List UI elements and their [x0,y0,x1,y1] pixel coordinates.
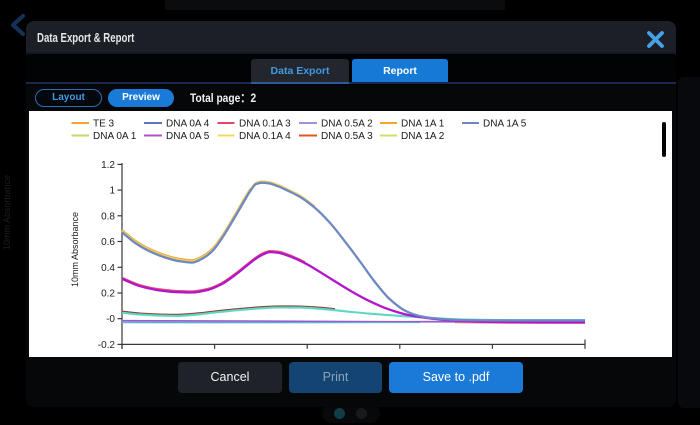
svg-text:DNA 0A 1: DNA 0A 1 [93,131,137,142]
svg-text:-0.2: -0.2 [98,340,116,351]
svg-text:DNA 0A 5: DNA 0A 5 [166,131,210,142]
svg-text:0.2: 0.2 [101,289,115,300]
svg-text:TE 3: TE 3 [93,119,115,130]
svg-text:DNA 0.1A 3: DNA 0.1A 3 [239,119,291,130]
svg-text:DNA 0.5A 3: DNA 0.5A 3 [321,131,373,142]
svg-text:0.6: 0.6 [101,237,115,248]
svg-text:-0: -0 [106,314,115,325]
svg-text:10mm Absorbance: 10mm Absorbance [70,212,80,287]
svg-text:1.2: 1.2 [101,160,115,171]
svg-text:DNA 0.1A 4: DNA 0.1A 4 [239,131,291,142]
svg-text:DNA 0.5A 2: DNA 0.5A 2 [321,119,373,130]
svg-text:0.8: 0.8 [101,211,115,222]
svg-text:DNA 1A 1: DNA 1A 1 [401,119,445,130]
svg-text:DNA 0A 4: DNA 0A 4 [166,119,210,130]
svg-text:DNA 1A 5: DNA 1A 5 [483,119,527,130]
svg-text:0.4: 0.4 [101,263,115,274]
svg-text:DNA 1A 2: DNA 1A 2 [401,131,445,142]
svg-text:1: 1 [109,186,115,197]
